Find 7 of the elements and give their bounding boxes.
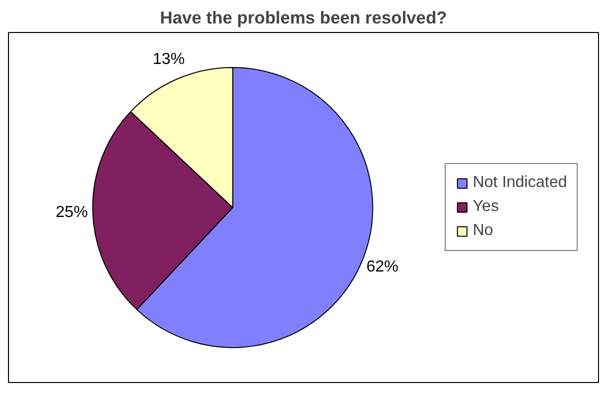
legend-label: Not Indicated: [472, 174, 567, 192]
legend-label: Yes: [472, 198, 499, 216]
legend-label: No: [472, 222, 494, 240]
data-label: 62%: [366, 258, 398, 276]
data-label: 25%: [56, 204, 88, 222]
chart-title: Have the problems been resolved?: [160, 8, 447, 28]
data-label: 13%: [152, 51, 185, 68]
